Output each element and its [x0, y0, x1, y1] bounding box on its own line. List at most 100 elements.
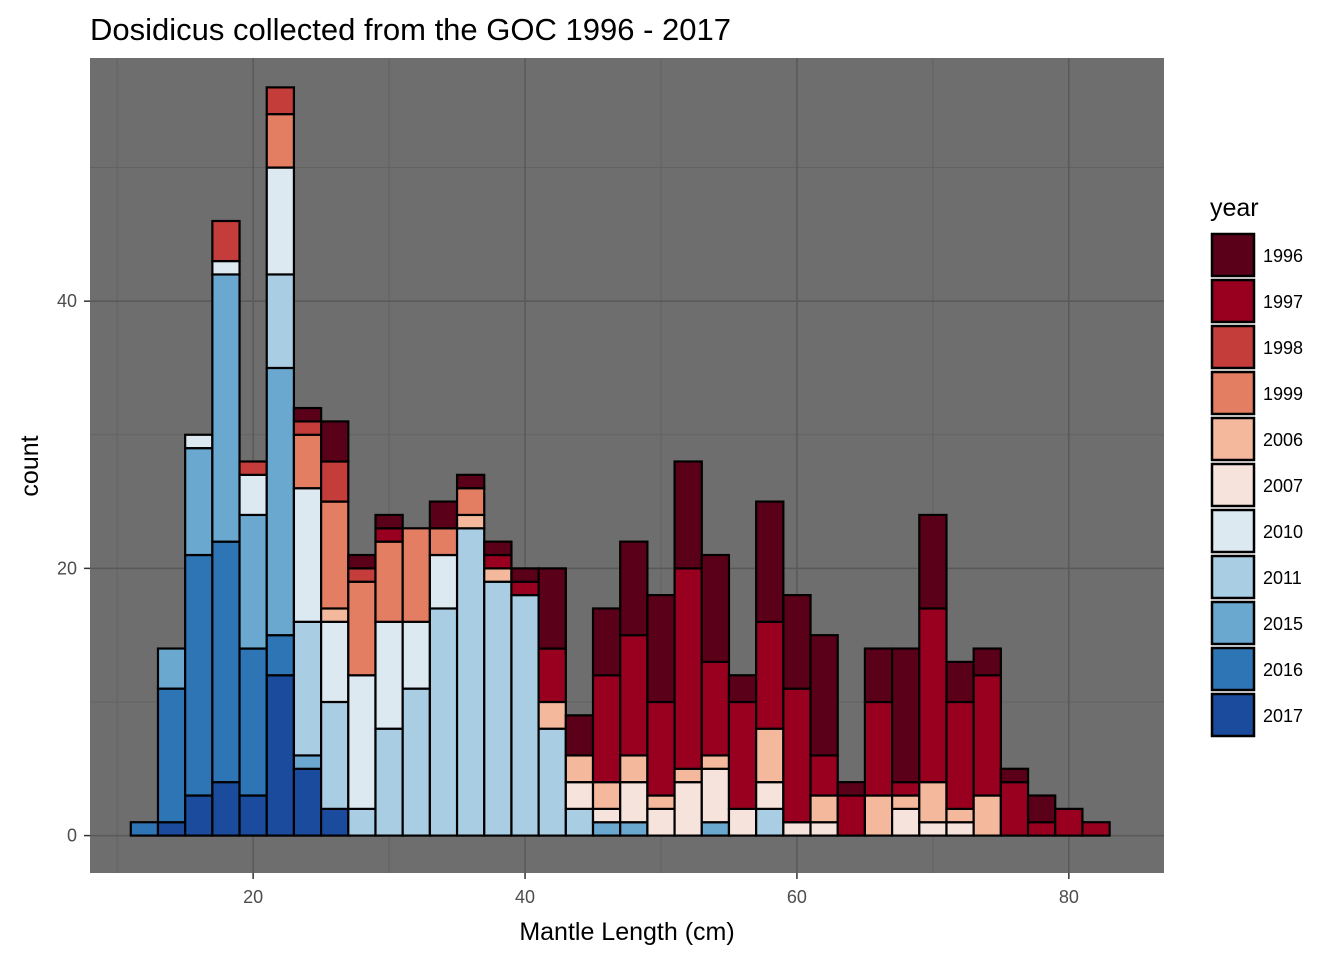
bar-segment-2011-34: [428, 607, 459, 837]
bar-segment-1996-40: [510, 567, 540, 583]
x-axis-title: Mantle Length (cm): [519, 918, 734, 946]
bar-segment-2006-58: [755, 727, 785, 784]
bar-segment-1998-20: [238, 460, 268, 476]
legend-key-2017: [1210, 692, 1256, 738]
bar-segment-1999-36: [455, 487, 486, 517]
y-tick-label: 0: [67, 826, 77, 846]
legend-label-2010: 2010: [1263, 522, 1303, 542]
bar-segment-2010-30: [374, 620, 404, 730]
bar-segment-2015-46: [591, 821, 622, 837]
bar-segment-1996-74: [972, 647, 1002, 677]
bar-segment-2006-74: [972, 794, 1002, 837]
legend-items: 1996 1997 1998 1999 2006 2007 2010 2011 2015 2016…: [1210, 232, 1303, 738]
bar-segment-1996-52: [673, 460, 703, 570]
bar-segment-1999-28: [347, 580, 377, 677]
legend-label-2015: 2015: [1263, 614, 1303, 634]
legend-label-1999: 1999: [1263, 384, 1303, 404]
bar-segment-2007-62: [809, 821, 839, 837]
bar-segment-1997-56: [727, 700, 758, 810]
bar-segment-1999-26: [320, 500, 350, 610]
bar-segment-1999-34: [428, 527, 459, 557]
y-tick-label: 40: [57, 291, 77, 311]
bar-segment-2006-52: [673, 767, 703, 784]
bar-segment-2010-16: [184, 433, 214, 450]
bar-segment-1996-66: [863, 647, 894, 704]
bar-segment-2007-56: [727, 807, 758, 837]
bar-segment-2015-18: [211, 273, 241, 543]
bar-segment-1997-42: [537, 647, 567, 704]
bar-segment-1996-64: [836, 781, 867, 797]
bar-segment-1997-74: [972, 674, 1002, 797]
bar-segment-1997-68: [891, 781, 921, 797]
legend-label-2017: 2017: [1263, 706, 1303, 726]
bar-segment-1997-82: [1081, 821, 1111, 837]
bar-segment-1996-72: [945, 660, 975, 704]
bar-segment-1996-50: [646, 593, 676, 704]
bar-segment-1998-22: [265, 86, 296, 116]
bar-segment-2011-40: [510, 593, 540, 837]
legend-title: year: [1210, 194, 1259, 222]
bar-segment-2006-26: [320, 607, 350, 623]
bar-segment-1996-48: [619, 540, 649, 637]
y-axis-title: count: [16, 435, 44, 496]
bar-segment-2017-20: [238, 794, 268, 837]
bar-segment-2007-48: [619, 781, 649, 824]
bar-segment-2015-54: [700, 821, 731, 837]
bar-segment-1998-24: [292, 420, 323, 436]
bars: [129, 86, 1111, 837]
bar-segment-2007-60: [782, 821, 812, 837]
bar-segment-1996-38: [483, 540, 513, 557]
bar-segment-1999-32: [401, 527, 431, 623]
bar-segment-2006-44: [564, 754, 595, 784]
bar-segment-1996-34: [428, 500, 459, 530]
x-tick-label: 80: [1059, 887, 1079, 907]
legend-label-2016: 2016: [1263, 660, 1303, 680]
bar-segment-1996-68: [891, 647, 921, 784]
bar-segment-2006-50: [646, 794, 676, 810]
bar-segment-1996-60: [782, 593, 812, 690]
bar-segment-1997-78: [1026, 821, 1057, 837]
bar-segment-2007-72: [945, 821, 975, 837]
bar-segment-1996-46: [591, 607, 622, 677]
bar-segment-1997-50: [646, 700, 676, 797]
bar-segment-2010-24: [292, 487, 323, 623]
bar-segment-1996-24: [292, 406, 323, 423]
bar-segment-1999-30: [374, 540, 404, 623]
bar-segment-2011-30: [374, 727, 404, 837]
bar-segment-2011-22: [265, 273, 296, 370]
bar-segment-2016-22: [265, 634, 296, 677]
bar-segment-1998-18: [211, 219, 241, 263]
bar-segment-2006-36: [455, 513, 486, 530]
legend-key-2006: [1210, 416, 1256, 462]
bar-segment-1999-24: [292, 433, 323, 490]
bar-segment-2010-20: [238, 473, 268, 517]
bar-segment-1996-70: [918, 513, 948, 610]
legend: year 1996 1997 1998 1999 2006 2007 2010 2011 201…: [1210, 194, 1303, 738]
bar-segment-2017-16: [184, 794, 214, 837]
y-axis: 0 20 40: [57, 291, 90, 846]
bar-segment-2006-42: [537, 700, 567, 730]
legend-key-1998: [1210, 324, 1256, 370]
bar-segment-2011-24: [292, 620, 323, 757]
bar-segment-1996-36: [455, 473, 486, 490]
bar-segment-2010-18: [211, 259, 241, 276]
bar-segment-2015-16: [184, 447, 214, 557]
bar-segment-2010-32: [401, 620, 431, 690]
bar-segment-2006-66: [863, 794, 894, 837]
bar-segment-1998-28: [347, 567, 377, 583]
bar-segment-1997-58: [755, 620, 785, 730]
bar-segment-1996-30: [374, 513, 404, 530]
bar-segment-2011-32: [401, 687, 431, 837]
bar-segment-2017-18: [211, 781, 241, 837]
bar-segment-1997-30: [374, 527, 404, 543]
bar-segment-2006-48: [619, 754, 649, 784]
bar-segment-2007-44: [564, 781, 595, 810]
bar-segment-1997-46: [591, 674, 622, 784]
bar-segment-1997-70: [918, 607, 948, 784]
legend-key-2007: [1210, 462, 1256, 508]
legend-key-1996: [1210, 232, 1256, 278]
bar-segment-2007-52: [673, 781, 703, 837]
bar-segment-2015-22: [265, 366, 296, 637]
legend-label-1998: 1998: [1263, 338, 1303, 358]
bar-segment-2015-24: [292, 754, 323, 770]
